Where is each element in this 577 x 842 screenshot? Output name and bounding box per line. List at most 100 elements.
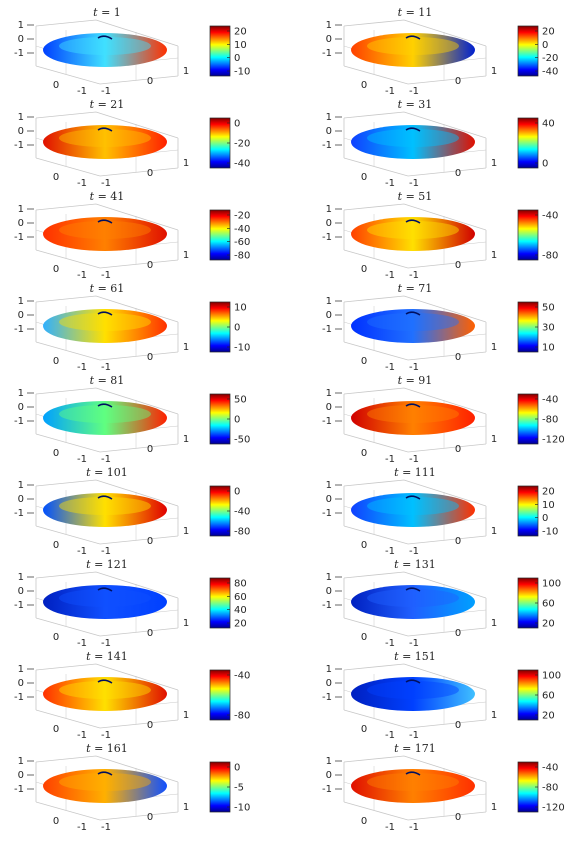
y-tick-label: -1 [101,638,111,649]
y-tick-label: 0 [147,260,153,271]
colorbar-tick-label: 50 [542,303,555,314]
surface-highlight [367,129,459,147]
colorbar-tick-label: 0 [234,487,240,498]
colorbar-tick-label: -50 [234,435,250,446]
x-tick-label: -1 [77,822,87,833]
panel-title: t = 61 [90,282,125,295]
z-tick-label: 0 [18,218,24,229]
colorbar-tick-label: -40 [542,211,558,222]
surface-highlight [367,681,459,699]
colorbar-tick-label: 80 [234,579,247,590]
z-tick-label: 0 [326,678,332,689]
z-tick-label: 0 [326,126,332,137]
colorbar-tick-label: -60 [234,237,250,248]
x-tick-label: 0 [361,80,367,91]
y-tick-label: 0 [455,536,461,547]
y-tick-label: -1 [101,454,111,465]
colorbar-tick-label: 0 [542,40,548,51]
surface [351,125,475,159]
z-tick-label: 1 [18,204,24,215]
z-tick-label: -1 [14,416,24,427]
colorbar-tick-label: -10 [234,343,250,354]
z-tick-label: -1 [322,232,332,243]
title-variable: t [93,6,98,19]
colorbar-tick-label: -10 [542,527,558,538]
y-tick-label: 0 [147,444,153,455]
title-variable: t [86,558,91,571]
panel-title: t = 161 [86,742,128,755]
y-tick-label: 1 [491,434,497,445]
surface [351,217,475,251]
surface-fold [405,35,421,40]
panel-title: t = 111 [394,466,436,479]
colorbar [209,577,231,629]
z-tick-label: 0 [18,586,24,597]
z-tick-label: 1 [18,296,24,307]
colorbar-tick-label: 0 [234,119,240,130]
z-tick-label: 1 [326,664,332,675]
z-tick-label: 1 [18,664,24,675]
panel-6: t = 51 1 0 -1 0 -1 -1 0 1 -40 -80 [322,190,558,281]
panel-title: t = 51 [398,190,433,203]
y-tick-label: 1 [491,710,497,721]
y-tick-label: 0 [455,76,461,87]
z-tick-label: -1 [322,784,332,795]
z-tick-label: -1 [322,48,332,59]
colorbar-tick-label: -40 [542,67,558,78]
title-variable: t [398,6,403,19]
z-tick-label: 0 [18,34,24,45]
surface [43,769,167,803]
z-tick-label: 0 [326,494,332,505]
surface-highlight [59,405,151,423]
surface [351,33,475,67]
y-tick-label: 1 [491,250,497,261]
z-tick-label: 0 [18,494,24,505]
surface-fold [405,495,421,500]
colorbar-tick-label: -40 [542,395,558,406]
title-value: = 41 [94,190,124,203]
x-tick-label: -1 [385,638,395,649]
x-tick-label: 0 [53,356,59,367]
surface-highlight [59,497,151,515]
y-tick-label: -1 [409,638,419,649]
x-tick-label: 0 [53,816,59,827]
colorbar-tick-label: -80 [542,251,558,262]
z-tick-label: 1 [18,480,24,491]
x-tick-label: -1 [385,86,395,97]
title-variable: t [398,282,403,295]
x-tick-label: 0 [361,540,367,551]
y-tick-label: 0 [147,76,153,87]
x-tick-label: 0 [53,172,59,183]
z-tick-label: -1 [14,48,24,59]
title-value: = 101 [91,466,128,479]
z-tick-label: 0 [18,310,24,321]
z-tick-label: 0 [326,770,332,781]
surface-fold [405,311,421,316]
colorbar-tick-label: 40 [542,119,555,130]
surface-fold [97,219,113,224]
title-variable: t [86,742,91,755]
panel-18: t = 171 1 0 -1 0 -1 -1 0 1 -40 -80 -120 [322,742,565,833]
title-variable: t [394,650,399,663]
z-tick-label: 0 [326,310,332,321]
y-tick-label: -1 [101,822,111,833]
x-tick-label: -1 [385,178,395,189]
y-tick-label: 1 [183,802,189,813]
y-tick-label: 0 [147,536,153,547]
title-value: = 91 [402,374,432,387]
y-tick-label: 0 [455,260,461,271]
panel-13: t = 121 1 0 -1 0 -1 -1 0 1 80 60 40 20 [14,558,247,649]
title-value: = 11 [402,6,432,19]
x-tick-label: -1 [385,730,395,741]
y-tick-label: 0 [455,628,461,639]
y-tick-label: 0 [147,352,153,363]
surface-fold [405,127,421,132]
x-tick-label: 0 [53,724,59,735]
x-tick-label: 0 [361,264,367,275]
surface [43,493,167,527]
colorbar-tick-label: 0 [542,513,548,524]
